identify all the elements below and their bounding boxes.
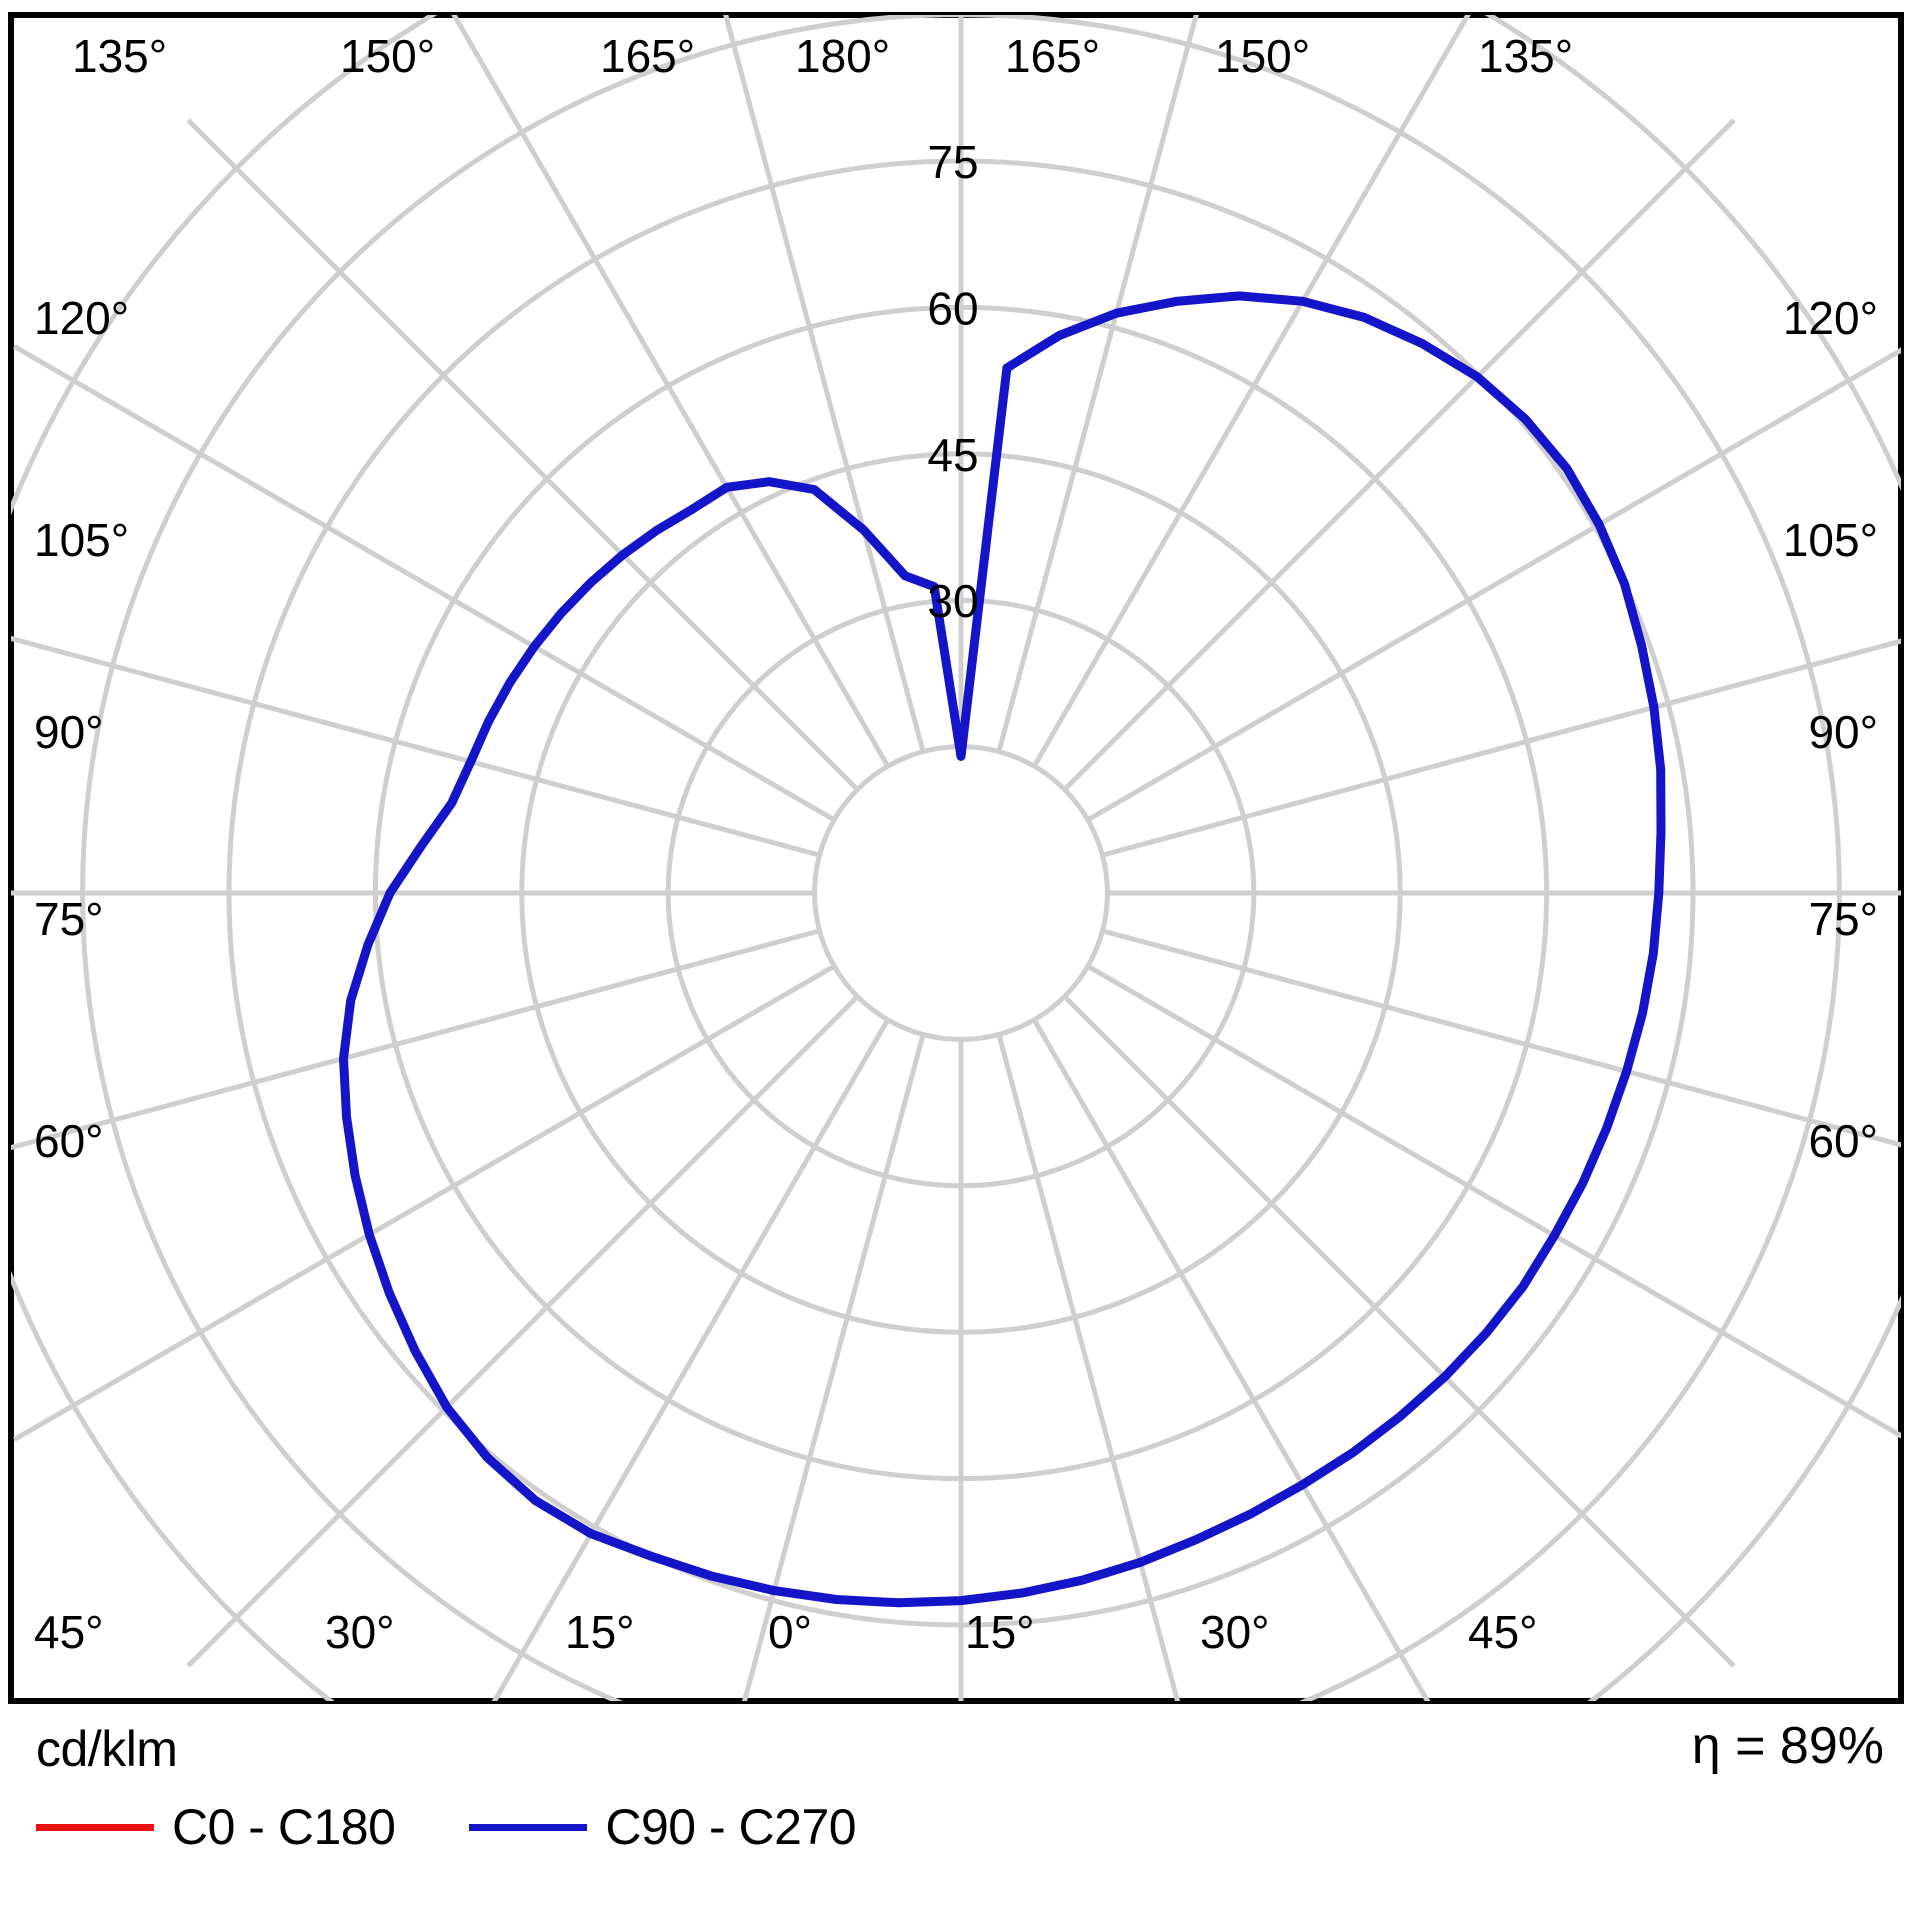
angle-tick-label-left: 105° xyxy=(34,514,129,566)
unit-label: cd/klm xyxy=(36,1721,178,1777)
angle-tick-label-left: 60° xyxy=(34,1115,104,1167)
angle-tick-label-bottom: 45° xyxy=(1468,1606,1538,1658)
radial-tick-label: 30 xyxy=(927,575,978,627)
angle-tick-label-bottom: 15° xyxy=(965,1606,1035,1658)
plot-frame-border xyxy=(8,12,1904,1704)
angle-tick-label-right: 90° xyxy=(1808,706,1878,758)
radial-tick-label: 45 xyxy=(927,429,978,481)
efficiency-label: η = 89% xyxy=(1691,1717,1884,1775)
polar-axis-labels: 30 45 60 75 135° 150° 165° 180° 165° 150° 135° 45° 3… xyxy=(34,30,1878,1658)
legend-item-c0-c180[interactable]: C0 - C180 xyxy=(36,1798,396,1856)
angle-tick-label-bottom: 0° xyxy=(768,1606,812,1658)
legend-item-c90-c270[interactable]: C90 - C270 xyxy=(469,1798,857,1856)
angle-tick-label-right: 120° xyxy=(1783,292,1878,344)
angle-tick-label-top: 165° xyxy=(1005,30,1100,82)
radial-tick-label: 60 xyxy=(927,282,978,334)
angle-tick-label-left: 75° xyxy=(34,893,104,945)
legend-swatch-c90-c270 xyxy=(469,1823,588,1831)
radial-tick-label: 75 xyxy=(927,136,978,188)
angle-tick-label-bottom: 45° xyxy=(34,1606,104,1658)
angle-tick-label-top: 150° xyxy=(1215,30,1310,82)
polar-series-layer xyxy=(339,291,1666,1608)
angle-tick-label-bottom: 30° xyxy=(1200,1606,1270,1658)
legend-bar: cd/klm η = 89% C0 - C180 C90 - C270 xyxy=(0,1712,1920,1920)
angle-tick-label-top: 135° xyxy=(1478,30,1573,82)
angle-tick-label-right: 75° xyxy=(1808,893,1878,945)
angle-tick-label-top: 180° xyxy=(795,30,890,82)
angle-tick-label-top: 165° xyxy=(600,30,695,82)
angle-tick-label-right: 105° xyxy=(1783,514,1878,566)
legend-swatch-c0-c180 xyxy=(36,1823,154,1831)
angle-tick-label-left: 90° xyxy=(34,706,104,758)
angle-tick-label-top: 135° xyxy=(72,30,167,82)
angle-tick-label-bottom: 30° xyxy=(325,1606,395,1658)
angle-tick-label-right: 60° xyxy=(1808,1115,1878,1167)
angle-tick-label-bottom: 15° xyxy=(565,1606,635,1658)
legend-entries: C0 - C180 C90 - C270 xyxy=(36,1798,930,1856)
angle-tick-label-top: 150° xyxy=(340,30,435,82)
angle-tick-label-left: 120° xyxy=(34,292,129,344)
legend-label-c90-c270: C90 - C270 xyxy=(605,1799,857,1855)
legend-label-c0-c180: C0 - C180 xyxy=(172,1799,396,1855)
